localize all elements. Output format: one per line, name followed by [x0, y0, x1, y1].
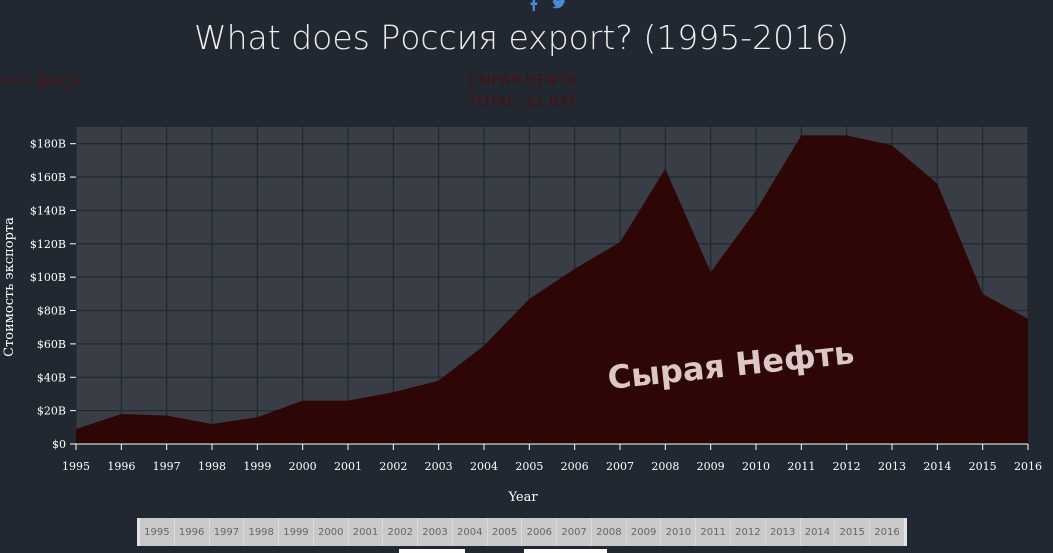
- y-tick-label: $60B: [37, 338, 66, 351]
- product-total: TOTAL: $1.84T: [468, 94, 578, 110]
- y-axis-ticks: $0 $20B $40B $60B $80B $100B $120B $140B $160B $1…: [30, 138, 76, 451]
- y-tick-label: $100B: [30, 271, 66, 284]
- timeline-year-2012[interactable]: 2012: [731, 518, 766, 546]
- timeline-year-1998[interactable]: 1998: [244, 518, 280, 546]
- x-axis-ticks: 1995 1996 1997 1998 1999 2000 2001 2002 2003 2004…: [62, 444, 1042, 473]
- y-tick-label: $120B: [30, 238, 66, 251]
- y-tick-label: $180B: [30, 138, 66, 151]
- x-tick-label: 1998: [198, 460, 226, 473]
- export-area-chart: Сырая Нефть $0$20B$40B$60B$80B$100B$120B…: [2, 127, 1042, 505]
- x-tick-label: 2004: [470, 460, 498, 473]
- timeline-year-2007[interactable]: 2007: [557, 518, 592, 546]
- arrow-left-icon: ⟵: [5, 70, 33, 91]
- x-tick-label: 2005: [515, 460, 543, 473]
- timeline-year-1996[interactable]: 1996: [174, 518, 210, 546]
- back-button[interactable]: ⟵ BACK: [5, 70, 84, 91]
- x-tick-label: 2001: [334, 460, 362, 473]
- bottom-control-1[interactable]: [399, 549, 465, 553]
- timeline-year-2010[interactable]: 2010: [661, 518, 697, 546]
- timeline-year-2000[interactable]: 2000: [313, 518, 349, 546]
- y-tick-label: $80B: [37, 305, 66, 318]
- timeline-year-2011[interactable]: 2011: [696, 518, 732, 546]
- product-name: СЫРАЯ НЕФТЬ: [468, 73, 578, 89]
- y-tick-label: $20B: [37, 405, 66, 418]
- timeline-year-2005[interactable]: 2005: [487, 518, 523, 546]
- x-tick-label: 1996: [107, 460, 135, 473]
- timeline-year-2001[interactable]: 2001: [348, 518, 384, 546]
- x-tick-label: 1997: [153, 460, 181, 473]
- timeline-year-2004[interactable]: 2004: [452, 518, 488, 546]
- y-tick-label: $140B: [30, 204, 66, 217]
- x-axis-title: Year: [507, 490, 538, 505]
- timeline-year-1997[interactable]: 1997: [209, 518, 245, 546]
- timeline-year-1995[interactable]: 1995: [140, 518, 175, 546]
- year-timeline: 1995 1996 1997 1998 1999 2000 2001 2002 2003 2004…: [137, 518, 907, 546]
- y-tick-label: $0: [52, 438, 66, 451]
- timeline-year-2008[interactable]: 2008: [591, 518, 627, 546]
- x-tick-label: 1995: [62, 460, 90, 473]
- x-tick-label: 2012: [833, 460, 861, 473]
- y-tick-label: $40B: [37, 371, 66, 384]
- twitter-icon[interactable]: [552, 0, 566, 15]
- x-tick-label: 2009: [697, 460, 725, 473]
- timeline-year-2003[interactable]: 2003: [418, 518, 453, 546]
- back-label: BACK: [37, 71, 84, 90]
- facebook-icon[interactable]: [529, 0, 538, 15]
- x-tick-label: 2007: [606, 460, 634, 473]
- page-title: What does Россия export? (1995-2016): [194, 18, 849, 57]
- area-series-crude-oil[interactable]: [76, 135, 1028, 444]
- y-tick-label: $160B: [30, 171, 66, 184]
- x-tick-label: 1999: [243, 460, 271, 473]
- x-tick-label: 2013: [878, 460, 906, 473]
- x-tick-label: 2014: [923, 460, 951, 473]
- x-tick-label: 2015: [969, 460, 997, 473]
- x-tick-label: 2003: [425, 460, 453, 473]
- timeline-year-2009[interactable]: 2009: [626, 518, 662, 546]
- timeline-year-1999[interactable]: 1999: [279, 518, 314, 546]
- x-tick-label: 2010: [742, 460, 770, 473]
- timeline-year-2014[interactable]: 2014: [800, 518, 836, 546]
- x-tick-label: 2011: [787, 460, 815, 473]
- timeline-year-2013[interactable]: 2013: [765, 518, 801, 546]
- x-tick-label: 2006: [561, 460, 589, 473]
- timeline-year-2006[interactable]: 2006: [522, 518, 558, 546]
- x-tick-label: 2002: [379, 460, 407, 473]
- social-links: [529, 0, 566, 15]
- timeline-year-2016[interactable]: 2016: [870, 518, 904, 546]
- timeline-year-2002[interactable]: 2002: [383, 518, 419, 546]
- timeline-year-2015[interactable]: 2015: [835, 518, 871, 546]
- x-tick-label: 2008: [651, 460, 679, 473]
- y-axis-title: Стоимость экспорта: [2, 217, 17, 357]
- x-tick-label: 2016: [1014, 460, 1042, 473]
- bottom-control-2[interactable]: [524, 549, 607, 553]
- x-tick-label: 2000: [289, 460, 317, 473]
